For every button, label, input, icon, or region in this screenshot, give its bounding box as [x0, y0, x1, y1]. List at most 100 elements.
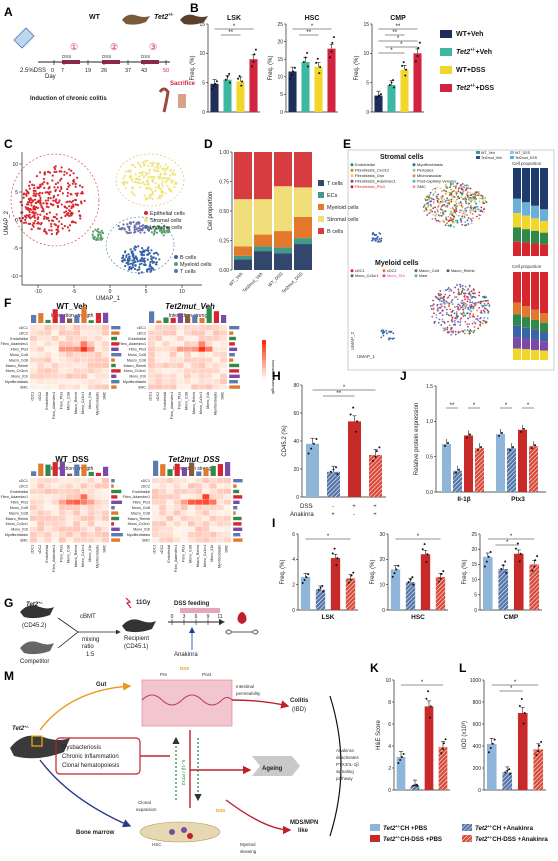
significance-mark: ** — [450, 403, 455, 409]
umap-point — [371, 239, 373, 242]
heatmap-cell — [188, 537, 195, 543]
umap-point — [172, 169, 176, 172]
umap-point — [483, 302, 486, 305]
umap-point — [457, 188, 460, 191]
umap-point — [459, 191, 462, 194]
col-label: Myofibroblasts — [213, 392, 217, 415]
data-point — [504, 771, 507, 774]
competitor-label: Competitor — [20, 659, 49, 665]
heatmap-cell — [66, 505, 73, 511]
umap-point — [152, 178, 155, 181]
umap-point — [32, 194, 35, 197]
heatmap-cell — [166, 515, 174, 521]
heatmap-cell — [205, 362, 213, 368]
umap-point — [456, 298, 459, 301]
umap-point — [461, 206, 464, 209]
heatmap-cell — [212, 325, 220, 331]
umap-point — [426, 195, 429, 198]
data-point — [307, 573, 310, 576]
umap-point — [170, 190, 173, 193]
heatmap-cell — [51, 341, 59, 347]
heatmap-cell — [169, 346, 177, 352]
heatmap-cell — [152, 526, 159, 532]
umap-point — [155, 162, 158, 166]
umap-point — [452, 212, 454, 214]
heatmap-cell — [30, 346, 37, 352]
heatmap-cell — [66, 341, 73, 347]
timeline-day-label: 19 — [85, 68, 91, 74]
umap-point — [140, 271, 143, 274]
umap-point — [27, 184, 31, 187]
umap-point — [153, 230, 156, 233]
umap-point — [476, 205, 479, 208]
umap-point — [460, 306, 463, 309]
heatmap-cell — [66, 510, 73, 516]
heatmap-cell — [102, 325, 109, 331]
bar-hatch — [475, 448, 484, 492]
umap-point — [54, 200, 57, 203]
umap-point — [64, 214, 67, 218]
data-point — [214, 82, 217, 85]
dss-bar-2 — [102, 60, 120, 64]
umap-point — [144, 160, 147, 163]
umap-point — [429, 305, 432, 307]
umap-point — [127, 263, 130, 266]
data-point — [228, 81, 231, 84]
umap-point — [457, 315, 459, 318]
umap-point — [459, 324, 462, 326]
heatmap-cell — [159, 510, 167, 516]
col-sum-bar — [163, 317, 169, 323]
umap-point — [52, 194, 56, 198]
stacked-segment — [234, 246, 252, 256]
bar-hatch — [435, 577, 446, 610]
row-sum-bar — [229, 385, 241, 389]
umap-point — [60, 223, 63, 226]
data-point — [376, 96, 379, 99]
heatmap-cell — [58, 357, 66, 363]
umap-point — [453, 189, 456, 192]
umap-point — [152, 256, 155, 259]
umap-point — [144, 174, 147, 177]
umap-point — [455, 192, 458, 195]
umap-point — [434, 187, 437, 190]
umap-point — [455, 198, 458, 201]
heatmap-cell — [173, 499, 181, 505]
col-label: cDC1 — [31, 392, 35, 401]
umap-point — [429, 211, 431, 214]
umap-point — [57, 230, 60, 233]
heatmap-cell — [191, 335, 199, 341]
umap-point — [49, 197, 52, 200]
umap-point — [452, 323, 455, 326]
heatmap-cell — [205, 379, 213, 385]
proportion-segment — [513, 314, 521, 326]
umap-point — [467, 217, 470, 219]
umap-point — [486, 317, 489, 320]
umap-point — [459, 219, 462, 222]
umap-point — [427, 204, 430, 207]
heatmap-cell — [198, 373, 206, 379]
heatmap-cell — [188, 505, 195, 511]
umap-point — [459, 285, 462, 288]
row-sum-bar — [233, 527, 243, 531]
umap-point — [48, 186, 51, 189]
heatmap-cell — [195, 505, 203, 511]
heatmap-cell — [173, 526, 181, 532]
umap-point — [457, 288, 460, 291]
umap-point — [157, 167, 160, 170]
row-sum-bar — [233, 506, 238, 510]
row-sum-bar — [111, 506, 115, 510]
heatmap-cell — [51, 384, 59, 390]
heatmap-cell — [102, 478, 109, 484]
heatmap-cell — [66, 488, 73, 494]
heatmap-cell — [155, 384, 163, 390]
heatmap-cell — [80, 379, 88, 385]
heatmap-title: WT_Veh — [56, 302, 87, 311]
umap-point — [435, 316, 438, 319]
umap-point — [146, 228, 149, 231]
heatmap-cell — [80, 499, 88, 505]
col-sum-bar — [45, 464, 51, 476]
heatmap-cell — [94, 325, 102, 331]
dss-mark: + — [352, 504, 356, 510]
umap-point — [157, 225, 160, 228]
umap-point — [53, 222, 56, 226]
